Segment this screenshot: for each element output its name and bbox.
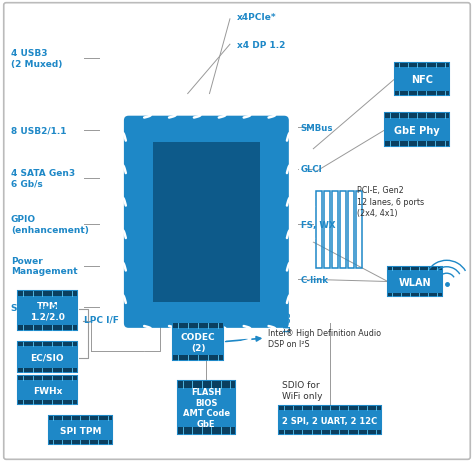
- FancyBboxPatch shape: [124, 116, 289, 328]
- FancyBboxPatch shape: [48, 417, 112, 444]
- FancyBboxPatch shape: [18, 376, 77, 380]
- FancyBboxPatch shape: [279, 431, 381, 434]
- Text: WLAN: WLAN: [399, 277, 431, 287]
- Text: SM Bus 2.0: SM Bus 2.0: [11, 303, 67, 312]
- FancyBboxPatch shape: [153, 142, 260, 302]
- FancyBboxPatch shape: [18, 400, 77, 404]
- Text: FLASH
BIOS
AMT Code
GbE: FLASH BIOS AMT Code GbE: [183, 387, 230, 428]
- FancyBboxPatch shape: [279, 407, 381, 410]
- Text: LPC I/F: LPC I/F: [84, 314, 118, 324]
- Text: x4 DP 1.2: x4 DP 1.2: [237, 40, 285, 50]
- FancyBboxPatch shape: [4, 4, 470, 459]
- Text: FS, WX: FS, WX: [301, 220, 335, 229]
- FancyBboxPatch shape: [178, 381, 235, 388]
- FancyBboxPatch shape: [48, 417, 112, 420]
- FancyBboxPatch shape: [18, 342, 77, 346]
- FancyBboxPatch shape: [178, 427, 235, 434]
- FancyBboxPatch shape: [395, 63, 449, 68]
- Text: SPI TPM: SPI TPM: [60, 426, 101, 435]
- FancyBboxPatch shape: [48, 440, 112, 444]
- Text: SDIO for
WiFi only: SDIO for WiFi only: [282, 380, 322, 400]
- Text: 4 USB3
(2 Muxed): 4 USB3 (2 Muxed): [11, 49, 62, 69]
- Text: PCI-E, Gen2
12 lanes, 6 ports
(2x4, 4x1): PCI-E, Gen2 12 lanes, 6 ports (2x4, 4x1): [357, 186, 424, 217]
- FancyBboxPatch shape: [18, 291, 77, 296]
- FancyBboxPatch shape: [18, 291, 77, 331]
- FancyBboxPatch shape: [18, 368, 77, 372]
- Text: FWHx: FWHx: [33, 386, 62, 395]
- FancyBboxPatch shape: [18, 342, 77, 372]
- FancyBboxPatch shape: [173, 324, 223, 328]
- Text: NFC: NFC: [411, 75, 433, 85]
- FancyBboxPatch shape: [395, 92, 449, 96]
- FancyBboxPatch shape: [385, 142, 449, 146]
- FancyBboxPatch shape: [18, 376, 77, 404]
- FancyBboxPatch shape: [173, 356, 223, 360]
- Text: CODEC
(2): CODEC (2): [181, 332, 216, 352]
- FancyBboxPatch shape: [388, 293, 442, 297]
- Text: LPSS: LPSS: [283, 311, 292, 332]
- Text: x4PCIe*: x4PCIe*: [237, 13, 277, 22]
- Text: GLCI: GLCI: [301, 165, 322, 174]
- FancyBboxPatch shape: [173, 324, 223, 360]
- FancyBboxPatch shape: [385, 114, 449, 119]
- FancyBboxPatch shape: [388, 267, 442, 271]
- Text: Intel® High Definition Audio
DSP on I²S: Intel® High Definition Audio DSP on I²S: [268, 328, 381, 348]
- FancyBboxPatch shape: [178, 381, 235, 434]
- Text: Power
Management: Power Management: [11, 257, 77, 275]
- FancyBboxPatch shape: [385, 114, 449, 146]
- FancyBboxPatch shape: [279, 407, 381, 434]
- Text: SMBus: SMBus: [301, 124, 333, 132]
- Text: 2 SPI, 2 UART, 2 12C: 2 SPI, 2 UART, 2 12C: [283, 416, 378, 425]
- FancyBboxPatch shape: [18, 325, 77, 331]
- Text: EC/SIO: EC/SIO: [30, 352, 64, 362]
- Text: 4 SATA Gen3
6 Gb/s: 4 SATA Gen3 6 Gb/s: [11, 169, 75, 188]
- Text: TPM
1.2/2.0: TPM 1.2/2.0: [30, 301, 65, 321]
- Text: GPIO
(enhancement): GPIO (enhancement): [11, 215, 89, 234]
- FancyBboxPatch shape: [395, 63, 449, 96]
- Text: 8 USB2/1.1: 8 USB2/1.1: [11, 126, 66, 135]
- Text: GbE Phy: GbE Phy: [394, 125, 440, 135]
- FancyBboxPatch shape: [388, 267, 442, 297]
- Text: C-link: C-link: [301, 275, 329, 284]
